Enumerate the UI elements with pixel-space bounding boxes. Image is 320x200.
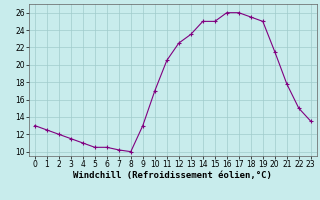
X-axis label: Windchill (Refroidissement éolien,°C): Windchill (Refroidissement éolien,°C) [73,171,272,180]
